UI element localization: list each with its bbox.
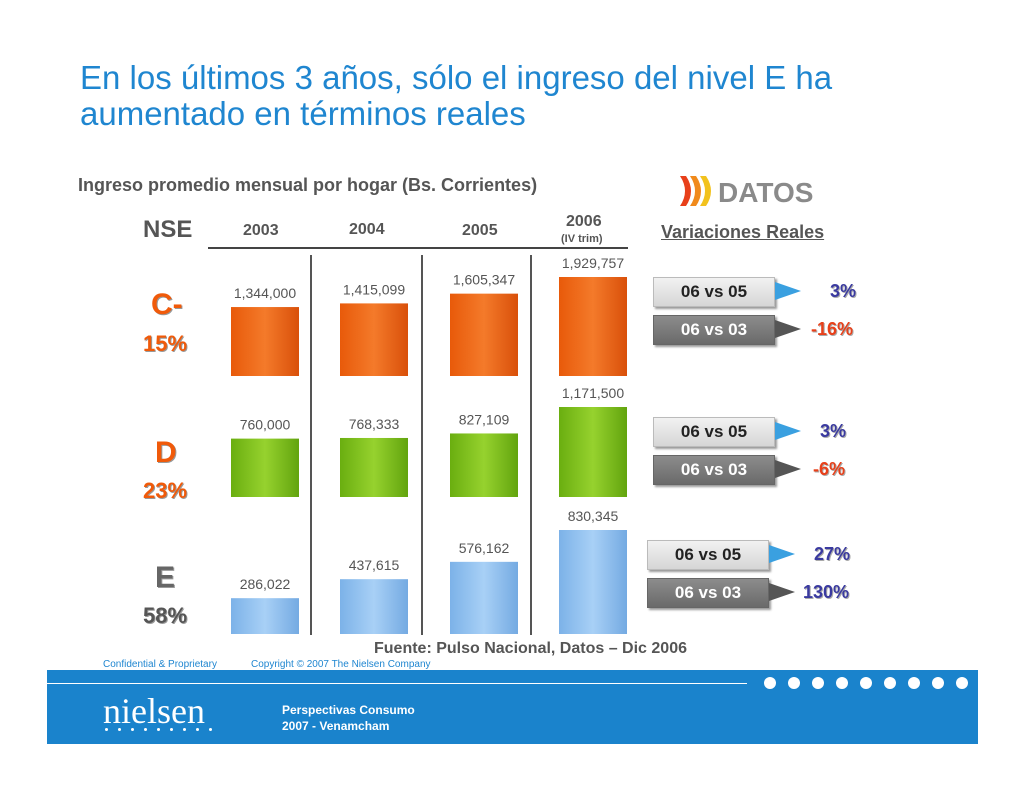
comparison-label: 06 vs 03 <box>647 578 769 608</box>
year-header-2005: 2005 <box>462 222 498 239</box>
arrow-icon <box>775 422 801 440</box>
level-share-c: 15% <box>143 331 188 356</box>
variation-value: 130% <box>803 582 850 602</box>
footer-rule <box>47 683 747 684</box>
bar-d-2004 <box>340 437 408 497</box>
comparison-label: 06 vs 03 <box>653 315 775 345</box>
data-label-e-2006: 830,345 <box>568 508 619 524</box>
bar-e-2004 <box>340 579 408 634</box>
datos-logo: DATOS <box>680 176 813 208</box>
column-divider <box>421 255 423 635</box>
footer-dot <box>932 677 944 689</box>
source-note: Fuente: Pulso Nacional, Datos – Dic 2006 <box>374 640 687 657</box>
logo-dot <box>105 728 108 731</box>
bar-e-2005 <box>450 561 518 634</box>
data-label-d-2003: 760,000 <box>240 417 291 433</box>
column-divider <box>530 255 532 635</box>
data-label-d-2006: 1,171,500 <box>562 385 624 401</box>
column-divider <box>310 255 312 635</box>
logo-dot <box>209 728 212 731</box>
year-header-2003: 2003 <box>243 222 279 239</box>
data-label-c-2005: 1,605,347 <box>453 272 515 288</box>
logo-dot <box>183 728 186 731</box>
variation-value: 3% <box>820 421 847 441</box>
logo-dot <box>144 728 147 731</box>
year-note: (IV trim) <box>561 233 603 245</box>
footer-dot <box>788 677 800 689</box>
bar-e-2003 <box>231 598 299 634</box>
year-header-2004: 2004 <box>349 221 385 238</box>
data-label-c-2003: 1,344,000 <box>234 285 296 301</box>
footer-dot <box>956 677 968 689</box>
bar-d-2005 <box>450 433 518 497</box>
confidential-note: Confidential & Proprietary <box>103 659 217 670</box>
year-header-2006: 2006 <box>566 213 602 230</box>
variations-header: Variaciones Reales <box>661 222 825 242</box>
comparison-label: 06 vs 05 <box>653 277 775 307</box>
logo-dot <box>118 728 121 731</box>
footer-subtitle: 2007 - Venamcham <box>282 719 390 733</box>
data-label-e-2003: 286,022 <box>240 576 291 592</box>
comparison-label: 06 vs 03 <box>653 455 775 485</box>
bar-c-2006 <box>559 277 627 376</box>
data-label-d-2004: 768,333 <box>349 416 400 432</box>
bar-c-2005 <box>450 293 518 376</box>
footer-dot <box>836 677 848 689</box>
datos-logo-text: DATOS <box>718 177 813 208</box>
logo-dot <box>131 728 134 731</box>
header-rule <box>208 247 628 249</box>
copyright-note: Copyright © 2007 The Nielsen Company <box>251 659 431 670</box>
footer-title: Perspectivas Consumo <box>282 703 415 717</box>
chart-subtitle: Ingreso promedio mensual por hogar (Bs. … <box>78 175 538 195</box>
footer-dot <box>860 677 872 689</box>
bar-c-2003 <box>231 307 299 376</box>
arrow-icon <box>775 282 801 300</box>
bar-d-2006 <box>559 407 627 497</box>
footer-dot <box>812 677 824 689</box>
footer-dot <box>884 677 896 689</box>
footer-dot <box>764 677 776 689</box>
data-label-e-2004: 437,615 <box>349 557 400 573</box>
comparison-label: 06 vs 05 <box>653 417 775 447</box>
data-label-c-2004: 1,415,099 <box>343 281 405 297</box>
level-name-e: E <box>155 561 176 594</box>
arrow-icon <box>775 320 801 338</box>
variation-value: -16% <box>811 319 854 339</box>
arrow-icon <box>769 583 795 601</box>
footer-dot <box>908 677 920 689</box>
bar-e-2006 <box>559 530 627 634</box>
variation-value: 3% <box>830 281 857 301</box>
level-share-d: 23% <box>143 478 188 503</box>
data-label-e-2005: 576,162 <box>459 540 510 556</box>
bar-d-2003 <box>231 438 299 497</box>
variation-value: -6% <box>813 459 846 479</box>
logo-dot <box>170 728 173 731</box>
slide-title: En los últimos 3 años, sólo el ingreso d… <box>80 59 833 132</box>
arrow-icon <box>775 460 801 478</box>
nse-header: NSE <box>143 216 193 243</box>
level-name-c: C- <box>151 288 183 321</box>
nielsen-logo: nielsen <box>103 691 205 731</box>
logo-dot <box>196 728 199 731</box>
bar-c-2004 <box>340 303 408 376</box>
footer-band: nielsen Perspectivas Consumo 2007 - Vena… <box>47 670 978 744</box>
arrow-icon <box>769 545 795 563</box>
data-label-d-2005: 827,109 <box>459 411 510 427</box>
variation-value: 27% <box>814 544 851 564</box>
data-label-c-2006: 1,929,757 <box>562 255 624 271</box>
level-share-e: 58% <box>143 603 188 628</box>
comparison-label: 06 vs 05 <box>647 540 769 570</box>
logo-dot <box>157 728 160 731</box>
level-name-d: D <box>155 436 177 469</box>
